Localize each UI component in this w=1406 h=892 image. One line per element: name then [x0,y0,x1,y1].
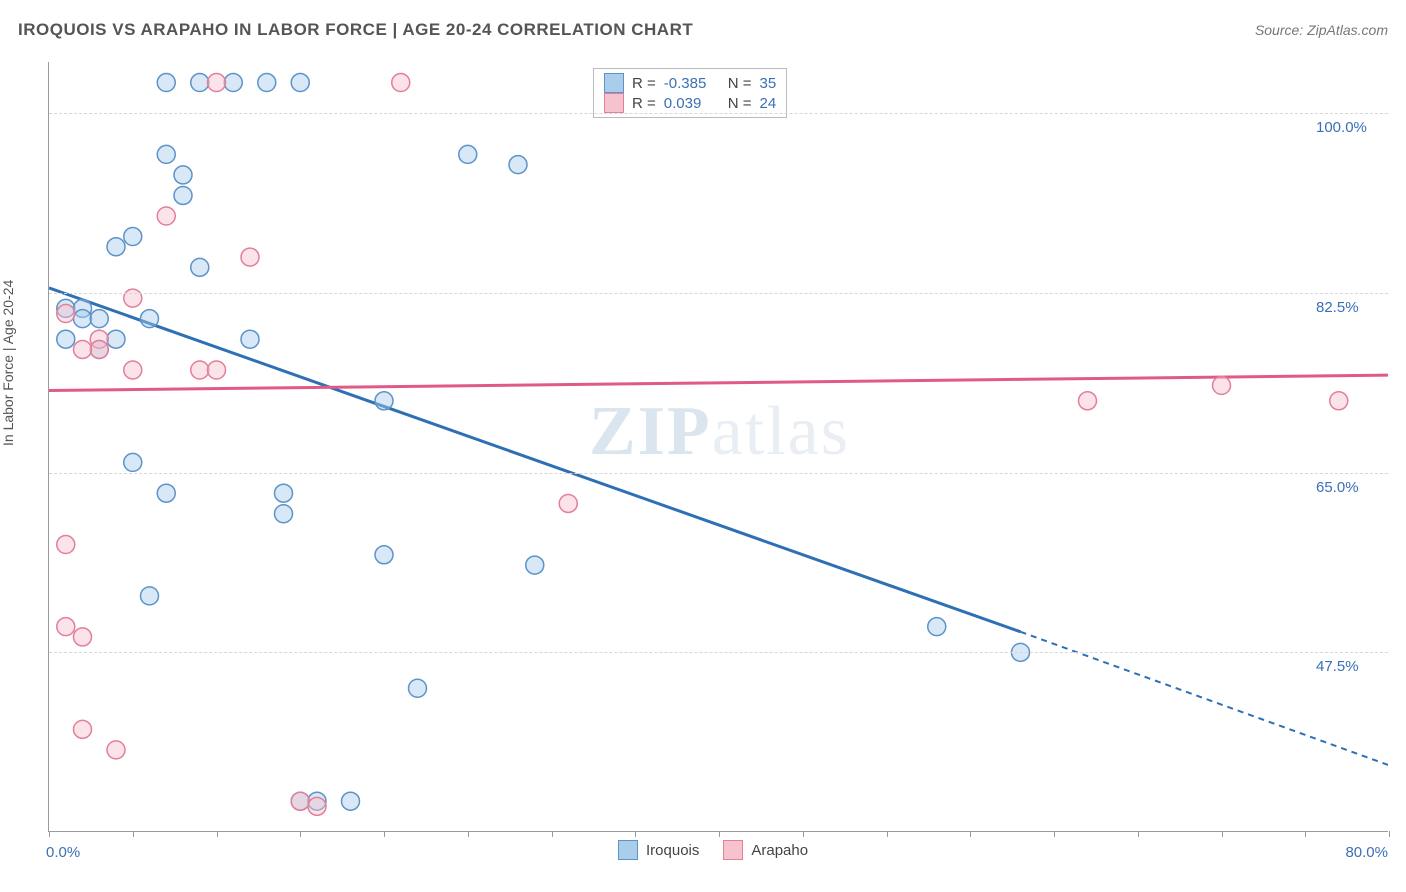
data-point [208,74,226,92]
legend-correlation-row: R = 0.039 N = 24 [604,93,776,113]
regression-line [49,288,1021,632]
data-point [90,310,108,328]
data-point [275,505,293,523]
y-tick-label: 47.5% [1316,658,1359,675]
legend-series: Iroquois Arapaho [618,840,808,860]
data-point [74,628,92,646]
data-point [191,361,209,379]
plot-svg [49,62,1388,831]
data-point [224,74,242,92]
legend-series-label: Arapaho [751,842,808,859]
data-point [392,74,410,92]
data-point [241,330,259,348]
legend-n-label: N = [728,75,752,92]
data-point [157,145,175,163]
legend-series-item: Arapaho [723,840,808,860]
legend-swatch [618,840,638,860]
data-point [124,453,142,471]
data-point [57,618,75,636]
data-point [74,720,92,738]
data-point [141,587,159,605]
data-point [174,186,192,204]
data-point [124,361,142,379]
x-axis-max-label: 80.0% [1345,844,1388,861]
y-tick-label: 65.0% [1316,479,1359,496]
data-point [107,741,125,759]
data-point [157,74,175,92]
legend-correlation: R = -0.385 N = 35R = 0.039 N = 24 [593,68,787,118]
legend-r-value: -0.385 [664,75,720,92]
data-point [107,238,125,256]
data-point [342,792,360,810]
data-point [74,340,92,358]
data-point [191,74,209,92]
data-point [1079,392,1097,410]
data-point [409,679,427,697]
plot-area: ZIPatlas R = -0.385 N = 35R = 0.039 N = … [48,62,1388,832]
data-point [74,310,92,328]
data-point [174,166,192,184]
data-point [57,330,75,348]
data-point [928,618,946,636]
data-point [191,258,209,276]
data-point [275,484,293,502]
source-label: Source: ZipAtlas.com [1255,22,1388,38]
y-tick-label: 82.5% [1316,299,1359,316]
data-point [90,340,108,358]
chart-title: IROQUOIS VS ARAPAHO IN LABOR FORCE | AGE… [18,20,693,40]
data-point [124,289,142,307]
data-point [559,494,577,512]
legend-n-label: N = [728,95,752,112]
data-point [241,248,259,266]
legend-swatch [604,93,624,113]
legend-swatch [604,73,624,93]
x-axis-min-label: 0.0% [46,844,80,861]
data-point [141,310,159,328]
data-point [1330,392,1348,410]
data-point [459,145,477,163]
legend-swatch [723,840,743,860]
data-point [291,74,309,92]
legend-series-item: Iroquois [618,840,699,860]
legend-r-label: R = [632,95,656,112]
data-point [57,536,75,554]
data-point [375,546,393,564]
data-point [526,556,544,574]
data-point [258,74,276,92]
legend-correlation-row: R = -0.385 N = 35 [604,73,776,93]
data-point [1213,376,1231,394]
legend-r-label: R = [632,75,656,92]
regression-line [49,375,1388,390]
legend-r-value: 0.039 [664,95,720,112]
data-point [308,797,326,815]
y-axis-label: In Labor Force | Age 20-24 [0,280,16,446]
data-point [375,392,393,410]
legend-n-value: 24 [760,95,777,112]
data-point [291,792,309,810]
data-point [157,484,175,502]
legend-n-value: 35 [760,75,777,92]
data-point [57,305,75,323]
data-point [124,228,142,246]
legend-series-label: Iroquois [646,842,699,859]
data-point [107,330,125,348]
y-tick-label: 100.0% [1316,119,1367,136]
data-point [208,361,226,379]
data-point [509,156,527,174]
data-point [157,207,175,225]
